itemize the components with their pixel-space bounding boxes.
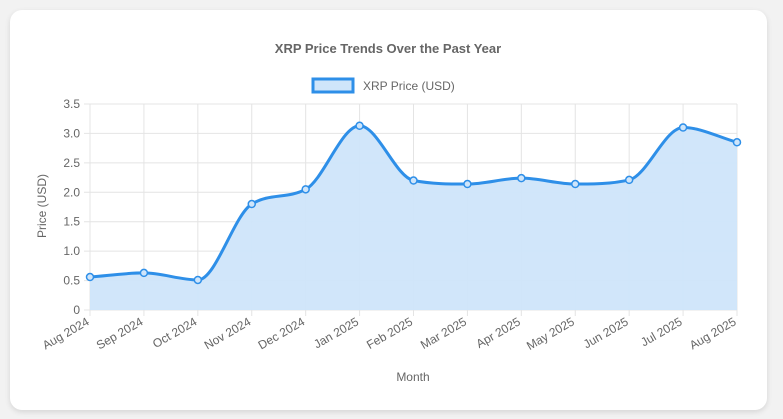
x-tick-label: Apr 2025 [474, 314, 523, 351]
y-axis-label: Price (USD) [35, 174, 49, 238]
data-point[interactable] [678, 123, 688, 132]
data-point[interactable] [571, 179, 580, 189]
y-tick-label: 3.0 [63, 126, 80, 140]
y-tick-label: 0 [73, 303, 80, 317]
data-point[interactable] [85, 272, 95, 282]
data-point[interactable] [624, 175, 634, 185]
series-xrp [85, 121, 742, 310]
x-tick-label: Jun 2025 [581, 314, 631, 351]
line-chart: XRP Price Trends Over the Past Year XRP … [35, 41, 742, 384]
y-tick-label: 2.5 [63, 156, 80, 170]
y-axis: 0 0.5 1.0 1.5 2.0 2.5 3.0 3.5 [63, 97, 80, 317]
y-tick-label: 1.0 [63, 244, 80, 258]
legend-label: XRP Price (USD) [363, 79, 455, 93]
chart-card: XRP Price Trends Over the Past Year XRP … [10, 10, 767, 410]
x-tick-label: Sep 2024 [94, 314, 146, 352]
data-point[interactable] [193, 275, 203, 285]
data-point[interactable] [732, 138, 742, 147]
legend[interactable]: XRP Price (USD) [311, 77, 455, 94]
data-point[interactable] [517, 173, 526, 183]
x-axis: Aug 2024 Sep 2024 Oct 2024 Nov 2024 Dec 2024… [40, 314, 739, 353]
series-area [90, 125, 737, 310]
y-tick-label: 3.5 [63, 97, 80, 111]
x-tick-label: Jan 2025 [311, 314, 361, 351]
x-tick-label: Aug 2024 [40, 314, 92, 352]
x-axis-label: Month [396, 370, 429, 384]
x-tick-label: May 2025 [524, 314, 577, 353]
x-tick-label: Nov 2024 [202, 314, 254, 352]
data-point[interactable] [139, 268, 149, 278]
data-point[interactable] [355, 121, 364, 131]
data-point[interactable] [301, 185, 310, 194]
chart-title: XRP Price Trends Over the Past Year [275, 41, 501, 56]
y-tick-label: 2.0 [63, 185, 80, 199]
data-point[interactable] [463, 179, 472, 189]
x-tick-label: Aug 2025 [687, 314, 739, 352]
x-tick-label: Feb 2025 [364, 314, 415, 352]
y-tick-label: 1.5 [63, 215, 80, 229]
data-point[interactable] [247, 199, 256, 209]
y-tick-label: 0.5 [63, 274, 80, 288]
x-tick-label: Mar 2025 [418, 314, 469, 352]
x-tick-label: Jul 2025 [638, 314, 685, 349]
x-tick-label: Oct 2024 [150, 314, 199, 351]
x-tick-label: Dec 2024 [256, 314, 308, 352]
data-point[interactable] [409, 176, 418, 185]
legend-swatch [311, 77, 355, 94]
